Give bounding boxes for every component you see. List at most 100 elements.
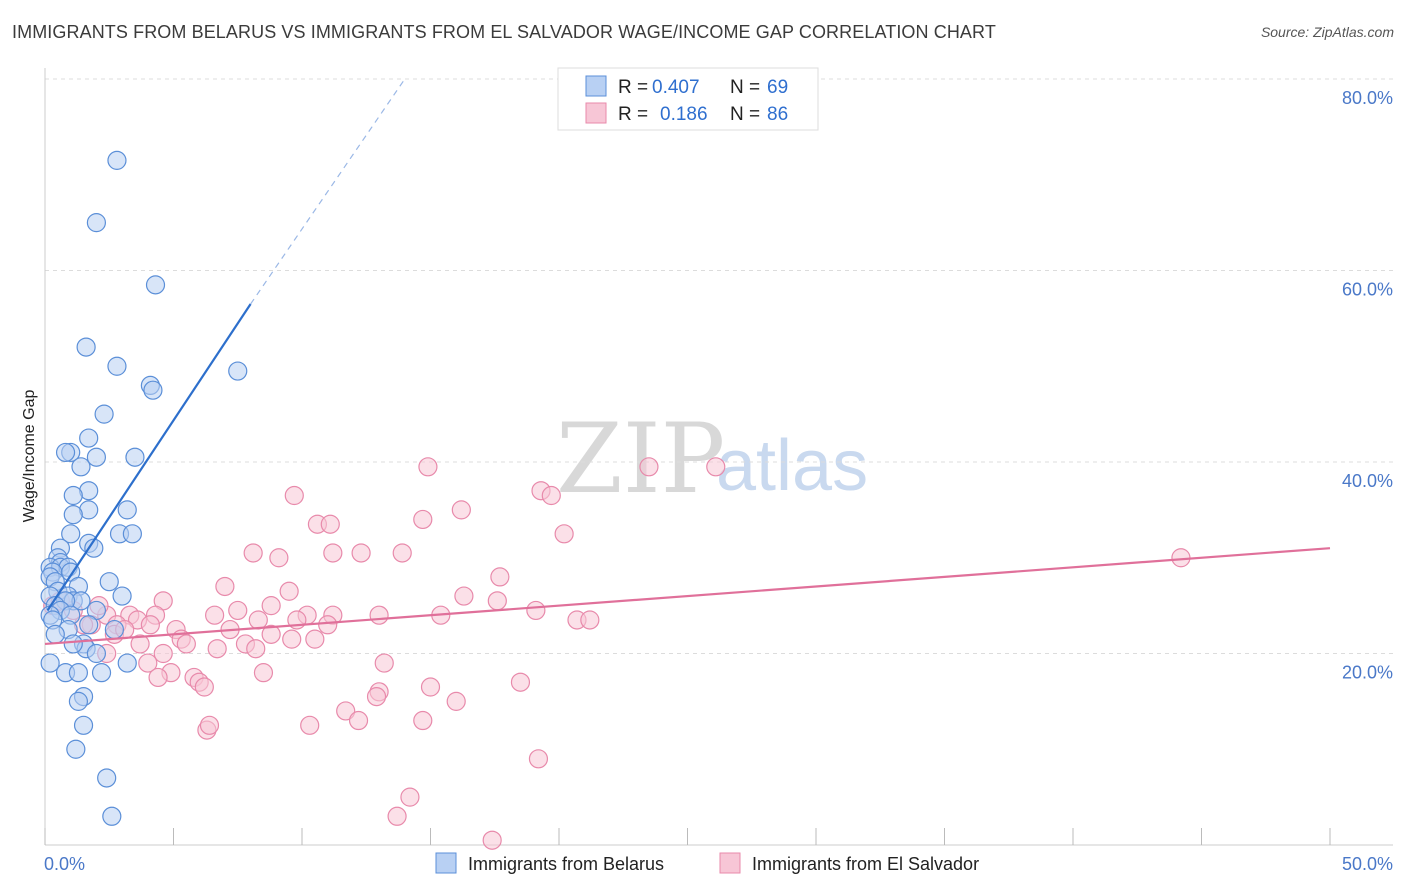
belarus-point: [99, 572, 119, 592]
belarus-point: [79, 615, 99, 635]
elsalvador-point: [348, 710, 369, 731]
y-axis-label: Wage/Income Gap: [21, 390, 38, 523]
belarus-point: [107, 150, 127, 170]
elsalvador-point: [248, 610, 268, 630]
elsalvador-point: [130, 634, 150, 654]
legend-n-label-elsalvador: N =: [730, 104, 760, 125]
belarus-point: [73, 715, 94, 735]
y-tick-label: 60.0%: [1342, 280, 1393, 300]
belarus-point: [86, 213, 107, 233]
belarus-point: [94, 404, 114, 424]
belarus-point: [86, 447, 107, 467]
belarus-point: [66, 739, 86, 759]
belarus-point: [68, 663, 89, 683]
elsalvador-point: [528, 749, 549, 769]
watermark-atlas: atlas: [716, 426, 868, 506]
trend-lines: [44, 78, 1331, 646]
elsalvador-point: [176, 634, 196, 654]
elsalvador-point: [392, 543, 412, 563]
elsalvador-point: [541, 485, 561, 506]
legend-n-value-belarus: 69: [767, 77, 788, 98]
belarus-point: [228, 361, 248, 381]
legend-r-label-elsalvador: R =: [618, 104, 648, 125]
belarus-point: [61, 524, 81, 544]
y-tick-label: 40.0%: [1342, 471, 1393, 491]
elsalvador-point: [639, 457, 659, 477]
trend-line-belarus-extension: [250, 78, 406, 305]
elsalvador-point: [454, 586, 474, 606]
watermark-zip: ZIP: [556, 403, 725, 515]
elsalvador-point: [207, 639, 227, 659]
source-label: Source: ZipAtlas.com: [1260, 24, 1394, 40]
belarus-point: [102, 806, 122, 826]
belarus-point: [112, 586, 132, 606]
elsalvador-point: [323, 543, 343, 563]
elsalvador-point: [140, 615, 160, 635]
elsalvador-point: [351, 543, 371, 563]
elsalvador-point: [153, 643, 173, 664]
elsalvador-point: [205, 605, 225, 625]
elsalvador-point: [246, 639, 266, 659]
belarus-point: [125, 447, 145, 467]
chart-title: IMMIGRANTS FROM BELARUS VS IMMIGRANTS FR…: [12, 22, 996, 42]
legend-n-label-belarus: N =: [730, 77, 760, 98]
elsalvador-point: [228, 600, 248, 621]
belarus-point: [97, 768, 117, 788]
belarus-point: [145, 275, 166, 295]
series-belarus-points: [40, 150, 248, 826]
elsalvador-point: [199, 715, 220, 735]
belarus-point: [122, 524, 142, 544]
belarus-point: [45, 624, 65, 644]
belarus-point: [68, 691, 89, 711]
belarus-point: [143, 380, 163, 400]
gridlines: [45, 78, 1393, 654]
elsalvador-point: [387, 806, 407, 826]
elsalvador-point: [194, 677, 214, 697]
belarus-point: [117, 500, 137, 520]
legend-swatch-belarus: [585, 75, 607, 97]
x-tick-label: 0.0%: [44, 854, 85, 874]
elsalvador-point: [269, 548, 289, 568]
axes: [44, 68, 1393, 846]
x-tick-label: 50.0%: [1342, 854, 1393, 874]
elsalvador-point: [148, 667, 168, 688]
bottom-legend-label-elsalvador: Immigrants from El Salvador: [752, 854, 979, 874]
belarus-point: [86, 643, 107, 664]
elsalvador-point: [282, 629, 302, 649]
elsalvador-point: [374, 653, 394, 673]
legend-r-value-belarus: 0.407: [652, 77, 700, 98]
stats-legend: R = 0.407 N = 69 R = 0.186 N = 86: [557, 67, 819, 131]
belarus-point: [63, 505, 83, 525]
elsalvador-point: [261, 596, 281, 616]
elsalvador-point: [366, 686, 387, 707]
legend-r-label-belarus: R =: [618, 77, 648, 98]
elsalvador-point: [490, 567, 510, 587]
belarus-point: [63, 634, 83, 654]
elsalvador-point: [318, 615, 338, 635]
elsalvador-point: [215, 576, 235, 597]
elsalvador-point: [400, 787, 420, 807]
elsalvador-point: [253, 663, 274, 683]
elsalvador-point: [279, 581, 299, 601]
elsalvador-point: [554, 524, 574, 544]
belarus-point: [40, 653, 60, 673]
y-tick-labels: 20.0% 40.0% 60.0% 80.0%: [1342, 88, 1393, 683]
elsalvador-point: [706, 457, 726, 477]
belarus-point: [91, 663, 112, 683]
elsalvador-point: [305, 629, 325, 649]
elsalvador-point: [487, 591, 507, 611]
belarus-point: [107, 356, 127, 376]
y-tick-label: 80.0%: [1342, 88, 1393, 108]
belarus-point: [104, 619, 124, 640]
x-tick-labels: 0.0% 50.0%: [44, 854, 1393, 874]
bottom-legend-swatch-elsalvador: [719, 852, 741, 874]
elsalvador-point: [418, 457, 438, 477]
elsalvador-point: [300, 715, 320, 735]
belarus-point: [71, 457, 91, 477]
elsalvador-point: [420, 677, 441, 697]
elsalvador-point: [510, 672, 531, 692]
elsalvador-point: [446, 691, 466, 711]
elsalvador-point: [261, 624, 281, 644]
belarus-point: [79, 428, 99, 448]
